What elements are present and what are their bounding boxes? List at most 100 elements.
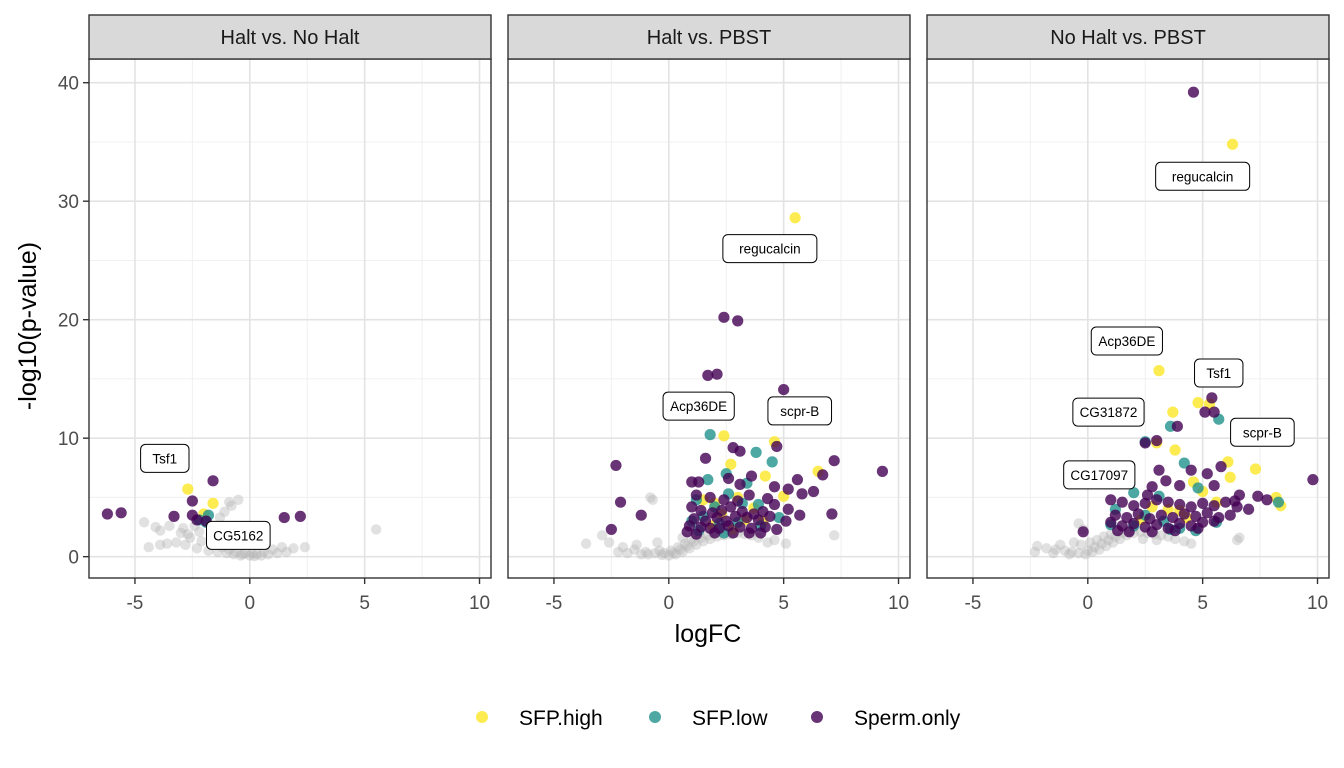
point-sperm-only bbox=[610, 459, 622, 472]
legend-key-sfp-low bbox=[649, 711, 661, 723]
point-background bbox=[629, 544, 640, 555]
gene-label-box bbox=[140, 443, 190, 473]
point-sperm-only bbox=[1128, 500, 1140, 512]
point-sperm-only bbox=[1185, 501, 1197, 513]
point-background bbox=[272, 547, 283, 559]
point-background bbox=[1098, 531, 1110, 542]
facet-strip bbox=[507, 14, 911, 60]
point-background bbox=[828, 530, 840, 541]
gene-label-box bbox=[1072, 397, 1145, 427]
panel-no-halt-vs-pbst: regucalcin Acp36DE Tsf1 CG31872 scpr-B CG1709… bbox=[926, 14, 1330, 614]
gene-label-box bbox=[1063, 460, 1136, 490]
point-background bbox=[663, 550, 674, 561]
point-sperm-only bbox=[686, 501, 698, 513]
point-sperm-only bbox=[695, 504, 707, 517]
x-tick-label: 0 bbox=[1083, 593, 1094, 614]
point-background bbox=[267, 544, 278, 555]
point-sperm-only bbox=[186, 495, 198, 507]
point-sperm-only bbox=[711, 368, 723, 380]
point-background bbox=[622, 547, 633, 559]
point-sperm-only bbox=[1208, 500, 1220, 512]
point-sperm-only bbox=[1171, 420, 1183, 432]
gene-label-box bbox=[1230, 417, 1295, 447]
point-background bbox=[1073, 547, 1084, 559]
gene-label-box bbox=[1194, 358, 1244, 388]
point-background bbox=[1103, 534, 1114, 546]
x-tick-label: -5 bbox=[126, 593, 143, 614]
point-sfp-high bbox=[789, 212, 801, 224]
point-background bbox=[649, 547, 661, 559]
gene-label-regucalcin: regucalcin bbox=[1155, 161, 1251, 191]
gene-label-text: CG31872 bbox=[1080, 405, 1138, 420]
point-background bbox=[1094, 544, 1105, 555]
gene-label-tsf1: Tsf1 bbox=[140, 443, 190, 473]
x-tick-label: 0 bbox=[245, 593, 256, 614]
point-background bbox=[1041, 543, 1052, 554]
point-sperm-only bbox=[734, 478, 746, 490]
gene-label-text: Tsf1 bbox=[152, 451, 177, 466]
gene-label-box bbox=[722, 234, 818, 264]
point-sperm-only bbox=[702, 369, 714, 381]
point-background bbox=[1234, 532, 1245, 543]
point-background bbox=[596, 530, 608, 541]
point-background bbox=[1082, 545, 1094, 556]
point-sfp-high bbox=[182, 483, 194, 495]
point-sperm-only bbox=[1128, 517, 1140, 530]
point-sperm-only bbox=[681, 526, 693, 538]
gene-label-regucalcin: regucalcin bbox=[722, 234, 818, 264]
point-sperm-only bbox=[690, 528, 702, 540]
point-sfp-low bbox=[1128, 487, 1140, 499]
point-background bbox=[223, 496, 235, 508]
x-tick-label: -5 bbox=[964, 593, 981, 614]
point-background bbox=[1151, 534, 1162, 546]
point-sfp-low bbox=[702, 474, 714, 486]
point-sperm-only bbox=[709, 527, 721, 539]
point-background bbox=[194, 526, 205, 537]
point-background bbox=[221, 547, 233, 559]
point-sperm-only bbox=[722, 472, 735, 485]
point-sperm-only bbox=[1162, 496, 1174, 508]
gene-label-text: Acp36DE bbox=[1098, 334, 1155, 349]
legend-label: Sperm.only bbox=[854, 707, 961, 730]
point-sperm-only bbox=[780, 515, 792, 527]
x-tick-label: 10 bbox=[469, 593, 490, 614]
point-sperm-only bbox=[1112, 525, 1124, 537]
gene-label-scpr-b: scpr-B bbox=[1230, 417, 1295, 447]
point-sfp-high bbox=[1167, 406, 1179, 418]
y-tick-label: 40 bbox=[58, 74, 79, 95]
point-sperm-only bbox=[1208, 515, 1220, 527]
point-sperm-only bbox=[1105, 516, 1117, 528]
point-sperm-only bbox=[807, 485, 820, 498]
point-background bbox=[684, 543, 695, 554]
point-background bbox=[636, 549, 647, 560]
x-tick-label: 0 bbox=[664, 593, 675, 614]
point-sperm-only bbox=[1174, 479, 1186, 492]
legend-item-sperm-only: Sperm.only bbox=[811, 707, 961, 730]
point-sperm-only bbox=[1215, 461, 1227, 473]
gene-label-box bbox=[206, 520, 271, 550]
point-sperm-only bbox=[614, 496, 627, 508]
point-background bbox=[654, 545, 665, 556]
point-background bbox=[580, 538, 592, 549]
legend-label: SFP.low bbox=[692, 707, 768, 730]
facet-strip bbox=[926, 14, 1330, 60]
point-background bbox=[1114, 533, 1126, 545]
point-background bbox=[235, 550, 246, 561]
point-background bbox=[762, 537, 773, 548]
gene-label-box bbox=[662, 391, 735, 421]
point-sperm-only bbox=[101, 508, 113, 520]
point-sperm-only bbox=[1178, 508, 1190, 520]
gene-label-cg31872: CG31872 bbox=[1072, 397, 1145, 427]
point-background bbox=[645, 492, 656, 503]
facet-strip-title: No Halt vs. PBST bbox=[1050, 27, 1206, 49]
gene-label-text: Acp36DE bbox=[670, 399, 727, 414]
point-background bbox=[177, 523, 189, 534]
point-background bbox=[155, 539, 166, 551]
point-background bbox=[668, 547, 679, 559]
point-background bbox=[1091, 534, 1103, 546]
point-background bbox=[233, 494, 244, 505]
point-background bbox=[249, 550, 260, 562]
gene-label-box bbox=[1090, 326, 1163, 356]
